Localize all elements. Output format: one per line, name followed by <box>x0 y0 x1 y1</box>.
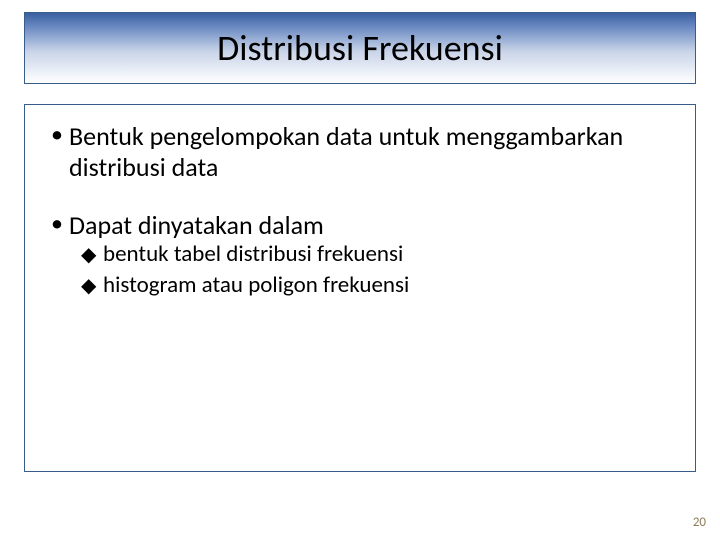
slide-title: Distribusi Frekuensi <box>217 26 503 70</box>
bullet-item: • Bentuk pengelompokan data untuk mengga… <box>51 121 669 182</box>
slide-container: Distribusi Frekuensi • Bentuk pengelompo… <box>0 0 720 540</box>
bullet-text: Bentuk pengelompokan data untuk menggamb… <box>69 121 669 182</box>
sub-bullet-group: ◆ bentuk tabel distribusi frekuensi ◆ hi… <box>81 239 669 301</box>
sub-bullet-text: histogram atau poligon frekuensi <box>103 270 409 301</box>
bullet-item: • Dapat dinyatakan dalam <box>51 210 669 241</box>
sub-bullet-item: ◆ bentuk tabel distribusi frekuensi <box>81 239 669 270</box>
bullet-text: Dapat dinyatakan dalam <box>69 210 669 241</box>
diamond-bullet-icon: ◆ <box>81 242 103 269</box>
body-box: • Bentuk pengelompokan data untuk mengga… <box>24 104 696 472</box>
sub-bullet-item: ◆ histogram atau poligon frekuensi <box>81 270 669 301</box>
diamond-bullet-icon: ◆ <box>81 273 103 300</box>
page-number: 20 <box>693 515 706 530</box>
bullet-dot-icon: • <box>51 210 69 241</box>
bullet-dot-icon: • <box>51 121 69 182</box>
title-box: Distribusi Frekuensi <box>24 12 696 84</box>
sub-bullet-text: bentuk tabel distribusi frekuensi <box>103 239 403 270</box>
